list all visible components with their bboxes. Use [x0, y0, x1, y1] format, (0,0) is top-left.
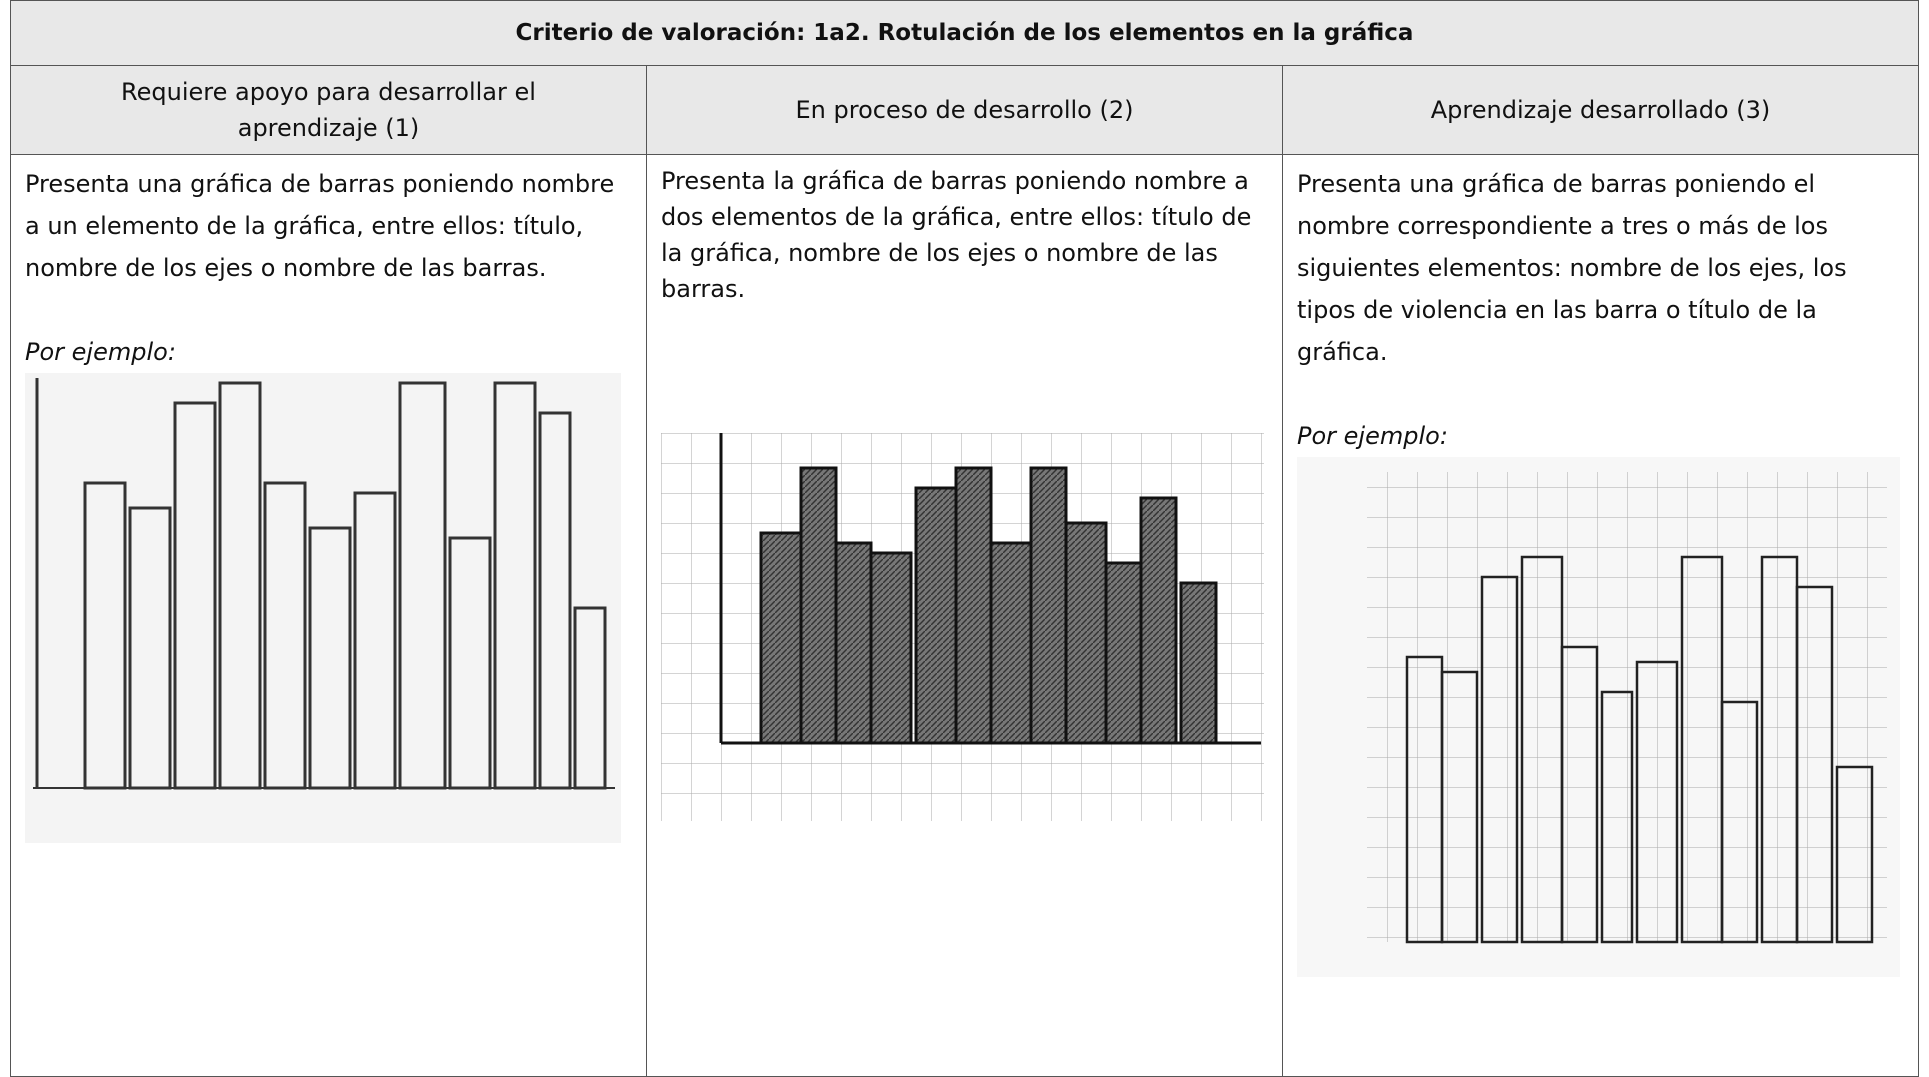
column-header: Requiere apoyo para desarrollar el apren… [10, 65, 647, 155]
rubric-cell: Presenta una gráfica de barras poniendo … [10, 154, 647, 1077]
cell-text: Presenta la gráfica de barras poniendo n… [661, 167, 1252, 303]
example-image [25, 373, 621, 843]
example-image [1297, 457, 1900, 977]
example-label: Por ejemplo: [25, 338, 176, 366]
example-label: Por ejemplo: [1297, 422, 1448, 450]
column-header: Aprendizaje desarrollado (3) [1282, 65, 1919, 155]
cell-text: Presenta una gráfica de barras poniendo … [25, 170, 615, 282]
rubric-cell: Presenta la gráfica de barras poniendo n… [646, 154, 1283, 1077]
rubric-table: Criterio de valoración: 1a2. Rotulación … [10, 0, 1919, 1077]
rubric-cell: Presenta una gráfica de barras poniendo … [1282, 154, 1919, 1077]
cell-text: Presenta una gráfica de barras poniendo … [1297, 170, 1847, 366]
table-title: Criterio de valoración: 1a2. Rotulación … [10, 0, 1919, 66]
column-header: En proceso de desarrollo (2) [646, 65, 1283, 155]
example-image [661, 433, 1264, 821]
